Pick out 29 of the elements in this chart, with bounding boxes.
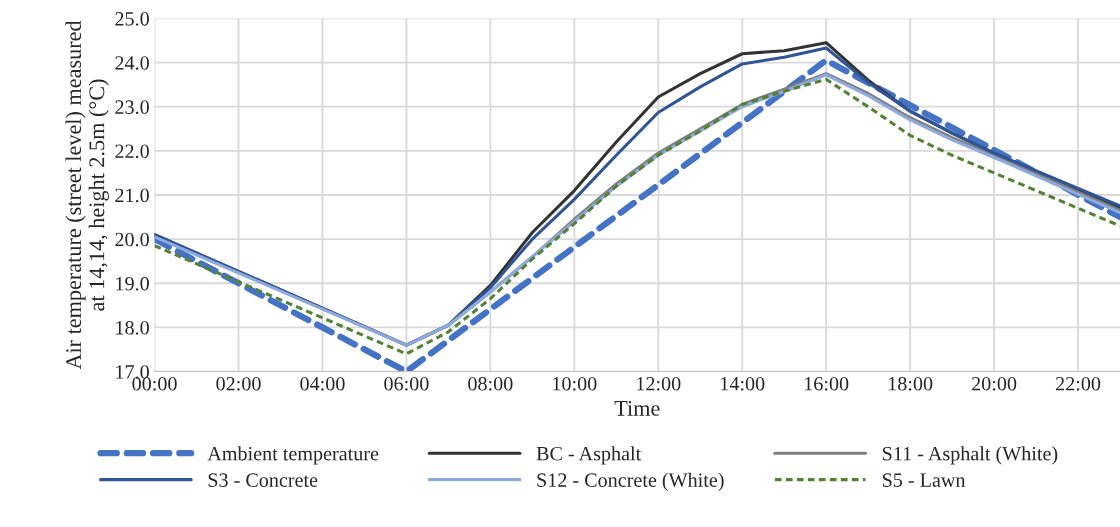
legend-label: S12 - Concrete (White) (537, 472, 724, 491)
y-tick-label: 23.0 (115, 100, 149, 114)
x-tick-label: 02:00 (216, 376, 261, 391)
x-tick-label: 04:00 (300, 376, 345, 391)
legend-label: S11 - Asphalt (White) (882, 446, 1058, 465)
x-axis-title: Time (614, 400, 660, 416)
x-tick-label: 16:00 (805, 376, 849, 391)
y-tick-label: 24.0 (115, 56, 149, 70)
x-tick-label: 22:00 (1055, 376, 1101, 391)
x-tick-label: 06:00 (384, 376, 429, 391)
legend-label: BC - Asphalt (536, 446, 642, 465)
y-tick-label: 19.0 (116, 276, 149, 291)
x-tick-label: 08:00 (468, 376, 513, 391)
legend-label: S3 - Concrete (208, 473, 318, 487)
legend-label: S5 - Lawn (882, 473, 966, 487)
x-tick-label: 00:00 (132, 376, 177, 391)
y-tick-label: 20.0 (115, 232, 149, 247)
y-tick-label: 21.0 (115, 188, 149, 203)
x-tick-label: 20:00 (972, 376, 1017, 391)
y-axis-title: Air temperature (street level) measured at 14,14, height 2.5m (°C) (65, 20, 109, 370)
x-tick-label: 18:00 (888, 376, 933, 391)
y-tick-label: 17.0 (116, 365, 149, 379)
y-tick-label: 22.0 (115, 144, 149, 159)
x-tick-label: 14:00 (721, 376, 765, 391)
y-tick-label: 25.0 (115, 12, 149, 26)
y-tick-label: 18.0 (116, 320, 149, 335)
x-tick-label: 12:00 (637, 376, 681, 391)
legend-label: Ambient temperature (207, 446, 379, 465)
x-tick-label: 10:00 (553, 376, 597, 391)
